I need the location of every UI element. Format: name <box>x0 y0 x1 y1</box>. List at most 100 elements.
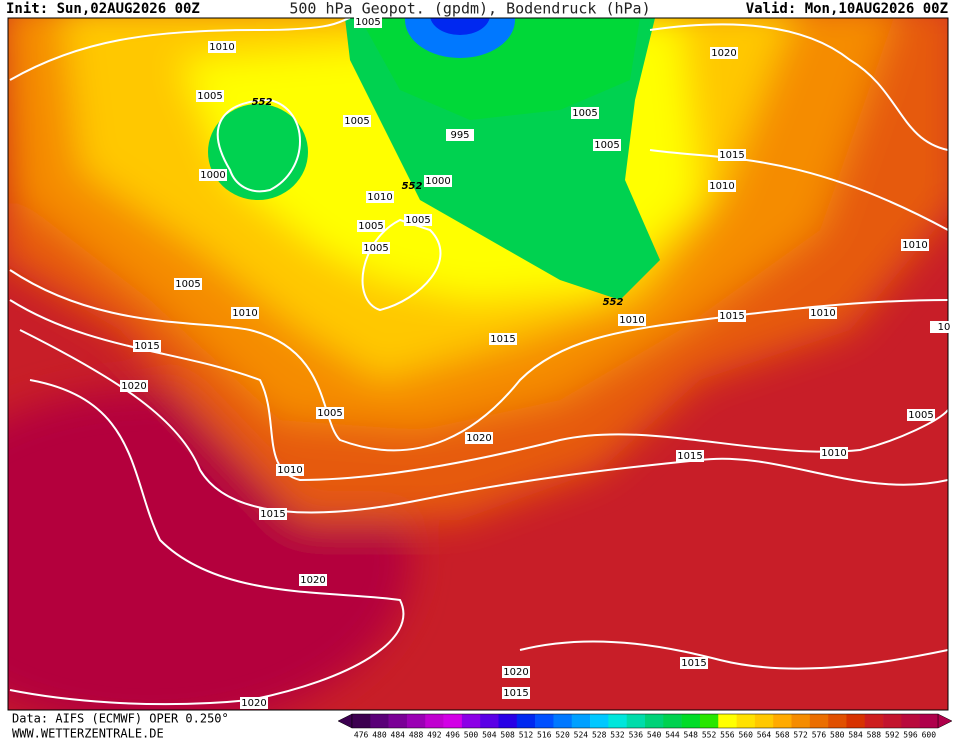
isobar-label-box <box>710 47 738 59</box>
isobar-label-box <box>489 333 517 345</box>
colorbar-swatch <box>571 714 591 728</box>
colorbar-swatch <box>773 714 792 728</box>
isobar-label: 1010 <box>367 192 392 203</box>
colorbar-swatch <box>443 714 463 728</box>
field-blue <box>405 18 515 58</box>
colorbar-label: 576 <box>812 731 827 740</box>
colorbar-swatch <box>553 714 573 728</box>
isobar-labels: 1005 1010 1005 552 1005 995 1005 1020 1005 1015 10… <box>120 16 958 709</box>
isobar-label-box <box>366 191 394 203</box>
colorbar-swatch <box>406 714 426 728</box>
isobar-label-box <box>231 307 259 319</box>
colorbar-label: 544 <box>665 731 680 740</box>
isobar-label: 1010 <box>709 181 734 192</box>
isobar-label-box <box>465 432 493 444</box>
colorbar-swatch <box>883 714 902 728</box>
isobar-label-box <box>708 180 736 192</box>
colorbar-swatch <box>498 714 518 728</box>
colorbar-label: 488 <box>409 731 424 740</box>
isobar-label-box <box>343 115 371 127</box>
isobar-label-box <box>424 175 452 187</box>
colorbar-swatch <box>425 714 444 728</box>
isobar-label-box <box>820 447 848 459</box>
isobar-label: 552 <box>402 181 423 192</box>
source-url: WWW.WETTERZENTRALE.DE <box>12 727 164 741</box>
colorbar-swatch <box>681 714 701 728</box>
isobar-label-box <box>120 380 148 392</box>
isobar-label-box <box>240 697 268 709</box>
isobar-label-box <box>208 41 236 53</box>
isobar-label-box <box>502 666 530 678</box>
valid-time: Valid: Mon,10AUG2026 00Z <box>746 1 948 17</box>
isobar-label-box <box>199 169 227 181</box>
isobar-label: 1020 <box>300 575 325 586</box>
isobar-label: 1005 <box>594 140 619 151</box>
isobar-label-box <box>901 239 929 251</box>
isobar-label-box <box>299 574 327 586</box>
isobar-label: 1005 <box>317 408 342 419</box>
data-source: Data: AIFS (ECMWF) OPER 0.250° <box>12 712 229 726</box>
isobar-label: 1015 <box>503 688 528 699</box>
isobar-label-box <box>571 107 599 119</box>
colorbar-swatch <box>699 714 719 728</box>
colorbar-swatch <box>809 714 829 728</box>
isobar-label: 1015 <box>719 311 744 322</box>
isobar-label: 1015 <box>260 509 285 520</box>
isobar-label-box <box>718 310 746 322</box>
colorbar-label: 536 <box>629 731 644 740</box>
colorbar-label: 540 <box>647 731 662 740</box>
colorbar-label: 556 <box>720 731 735 740</box>
colorbar-label: 552 <box>702 731 717 740</box>
colorbar-label: 564 <box>757 731 772 740</box>
isobar-label-box <box>357 220 385 232</box>
isobar-label-box <box>404 214 432 226</box>
colorbar-label: 500 <box>464 731 479 740</box>
isobar-label: 1000 <box>425 176 450 187</box>
isobar-label: 1010 <box>821 448 846 459</box>
colorbar-label: 560 <box>738 731 753 740</box>
isobar-label: 1005 <box>175 279 200 290</box>
colorbar-label: 512 <box>519 731 534 740</box>
colorbar-swatch <box>828 714 847 728</box>
colorbar-label: 528 <box>592 731 607 740</box>
isobar-label-box <box>362 242 390 254</box>
colorbar-label: 600 <box>922 731 937 740</box>
isobar-label-box <box>618 314 646 326</box>
isobar-label: 1005 <box>405 215 430 226</box>
isobar-label-box <box>276 464 304 476</box>
colorbar-swatch <box>352 714 371 728</box>
colorbar-label: 584 <box>848 731 863 740</box>
isobar-label: 1020 <box>241 698 266 709</box>
colorbar: 476 480 484 488 492 496 500 504 508 512 516 520 524 5… <box>337 713 953 740</box>
isobar-label: 1020 <box>711 48 736 59</box>
isobar-label-box <box>354 16 382 28</box>
colorbar-label: 520 <box>555 731 570 740</box>
isobar-label-box <box>930 321 958 333</box>
isobar-label-box <box>680 657 708 669</box>
colorbar-label: 592 <box>885 731 900 740</box>
isobar-label-box <box>676 450 704 462</box>
isobar-label: 552 <box>603 297 624 308</box>
colorbar-swatch <box>754 714 774 728</box>
colorbar-swatch <box>608 714 627 728</box>
map-title: 500 hPa Geopot. (gpdm), Bodendruck (hPa) <box>289 0 650 18</box>
colorbar-swatch <box>388 714 408 728</box>
init-time: Init: Sun,02AUG2026 00Z <box>6 1 200 17</box>
isobar-label: 1005 <box>344 116 369 127</box>
isobar-label-box <box>446 129 474 141</box>
colorbar-label: 580 <box>830 731 845 740</box>
isobar-label: 1010 <box>277 465 302 476</box>
colorbar-swatch <box>480 714 499 728</box>
colorbar-label: 532 <box>610 731 625 740</box>
colorbar-swatch <box>736 714 756 728</box>
isobar-label: 1015 <box>719 150 744 161</box>
isobar-label: 1010 <box>902 240 927 251</box>
isobar-label: 1010 <box>232 308 257 319</box>
colorbar-label: 596 <box>903 731 918 740</box>
colorbar-label: 484 <box>391 731 406 740</box>
isobar-label: 1010 <box>810 308 835 319</box>
isobar-label: 552 <box>252 97 273 108</box>
isobar-label: 1005 <box>363 243 388 254</box>
